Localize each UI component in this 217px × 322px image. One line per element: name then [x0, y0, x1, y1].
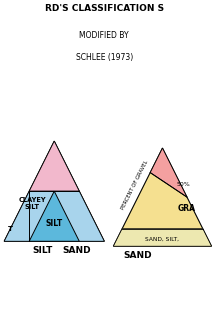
Polygon shape	[150, 148, 187, 197]
Polygon shape	[4, 141, 104, 241]
Text: SAND: SAND	[62, 246, 90, 255]
Text: PERCENT OF GRAVEL: PERCENT OF GRAVEL	[121, 160, 149, 211]
Text: SAND, SILT,: SAND, SILT,	[145, 237, 179, 242]
Polygon shape	[29, 141, 79, 191]
Polygon shape	[113, 148, 212, 246]
Text: T: T	[8, 226, 13, 232]
Text: RD'S CLASSIFICATION S: RD'S CLASSIFICATION S	[45, 4, 164, 13]
Text: 50%: 50%	[176, 182, 190, 187]
Polygon shape	[113, 229, 212, 246]
Text: SILT: SILT	[32, 246, 53, 255]
Polygon shape	[29, 191, 79, 241]
Text: SILT: SILT	[46, 219, 63, 228]
Polygon shape	[4, 191, 104, 241]
Text: GRA: GRA	[178, 204, 196, 213]
Text: CLAYEY
SILT: CLAYEY SILT	[18, 197, 46, 210]
Text: SCHLEE (1973): SCHLEE (1973)	[76, 53, 133, 62]
Text: MODIFIED BY: MODIFIED BY	[79, 31, 129, 40]
Text: SAND: SAND	[124, 251, 152, 260]
